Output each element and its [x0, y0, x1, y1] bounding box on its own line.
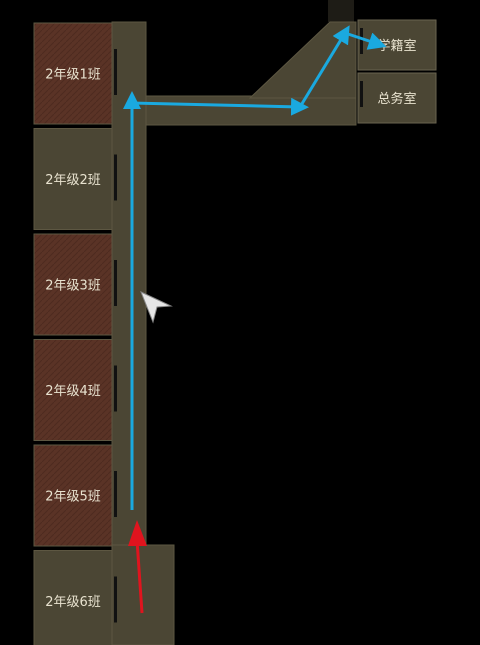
classroom-3[interactable]: 2年级3班: [33, 233, 117, 336]
mouse-pointer-icon: [140, 291, 173, 324]
classroom-5[interactable]: 2年级5班: [33, 444, 117, 547]
door-slot: [114, 49, 117, 95]
classroom-label: 2年级5班: [45, 490, 101, 505]
door-slot: [114, 154, 117, 201]
office-2[interactable]: 总务室: [357, 72, 437, 124]
classroom-label: 2年级1班: [45, 68, 101, 83]
door-slot: [114, 365, 117, 412]
blue-route-arrow: [123, 25, 387, 510]
classroom-list: 2年级1班 2年级2班 2年级3班 2年级4班 2年级5班 2年级6班: [33, 22, 117, 645]
classroom-label: 2年级4班: [45, 384, 101, 399]
red-start-arrow: [128, 520, 147, 614]
door-slot: [360, 28, 363, 54]
classroom-6[interactable]: 2年级6班: [33, 550, 117, 645]
door-slot: [114, 576, 117, 623]
corridor-floor: [111, 21, 357, 645]
office-1[interactable]: 学籍室: [357, 19, 437, 71]
north-exit: [328, 0, 354, 22]
classroom-label: 2年级2班: [45, 173, 101, 188]
office-label: 学籍室: [377, 38, 416, 54]
classroom-label: 2年级6班: [45, 595, 101, 610]
classroom-1[interactable]: 2年级1班: [33, 22, 117, 125]
door-slot: [360, 81, 363, 107]
door-slot: [114, 471, 117, 517]
classroom-4[interactable]: 2年级4班: [33, 339, 117, 441]
office-label: 总务室: [377, 91, 416, 107]
classroom-label: 2年级3班: [45, 279, 101, 294]
door-slot: [114, 260, 117, 306]
classroom-2[interactable]: 2年级2班: [33, 128, 117, 230]
